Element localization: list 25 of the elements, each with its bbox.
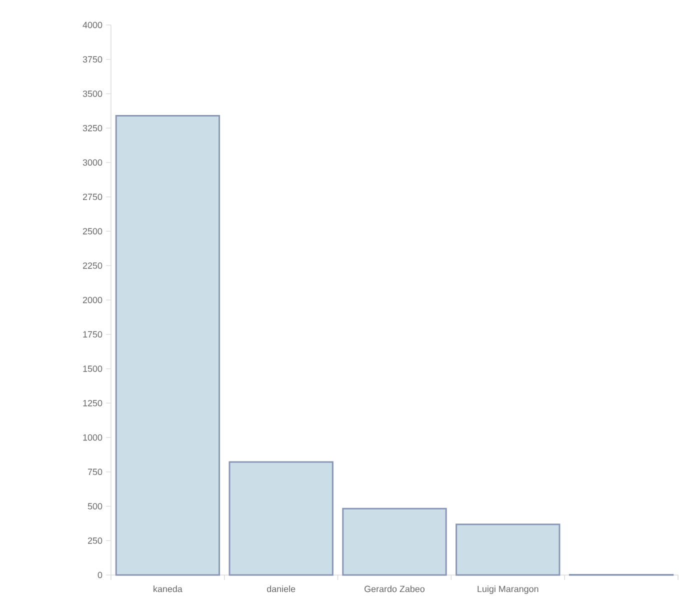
bar bbox=[228, 461, 334, 576]
y-tick-label: 2250 bbox=[82, 262, 102, 269]
y-tick-label: 4000 bbox=[82, 22, 102, 28]
y-tick-label: 250 bbox=[88, 537, 102, 544]
bar bbox=[115, 115, 220, 576]
bar bbox=[342, 508, 447, 576]
x-tick-label: kaneda bbox=[154, 586, 182, 592]
y-tick-label: 750 bbox=[88, 468, 102, 476]
y-tick-label: 2500 bbox=[82, 228, 102, 234]
x-tick-label: Luigi Marangon bbox=[478, 586, 538, 594]
y-tick-label: 1500 bbox=[83, 366, 102, 372]
y-tick-label: 3000 bbox=[82, 159, 102, 166]
y-tick-label: 3250 bbox=[82, 124, 102, 132]
y-tick-label: 1750 bbox=[83, 331, 102, 338]
y-tick-label: 3750 bbox=[82, 56, 102, 63]
y-tick-label: 0 bbox=[98, 572, 102, 578]
bar bbox=[456, 524, 560, 576]
y-tick-label: 1000 bbox=[83, 434, 102, 441]
x-tick-label: daniele bbox=[267, 586, 296, 592]
y-tick-label: 1250 bbox=[83, 400, 102, 406]
y-tick-label: 500 bbox=[88, 503, 102, 510]
x-tick-label: Gerardo Zabeo bbox=[364, 586, 425, 592]
y-tick-label: 2000 bbox=[82, 296, 102, 304]
y-tick-label: 2750 bbox=[82, 194, 102, 200]
y-tick-label: 3500 bbox=[82, 90, 102, 97]
